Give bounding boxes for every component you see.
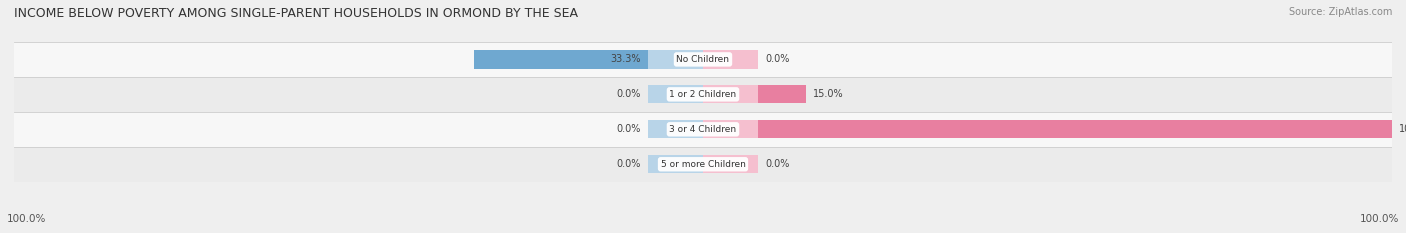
Text: 1 or 2 Children: 1 or 2 Children [669, 90, 737, 99]
Bar [474, 50, 648, 69]
Bar [703, 120, 758, 138]
Bar [14, 77, 1392, 112]
Bar [703, 50, 758, 69]
Text: 0.0%: 0.0% [617, 159, 641, 169]
Text: 100.0%: 100.0% [1360, 214, 1399, 224]
Text: 0.0%: 0.0% [765, 159, 789, 169]
Bar [648, 50, 703, 69]
Bar [648, 155, 703, 173]
Bar [703, 85, 758, 103]
Text: 100.0%: 100.0% [7, 214, 46, 224]
Bar [648, 120, 703, 138]
Bar [14, 42, 1392, 77]
Bar [758, 85, 807, 103]
Text: INCOME BELOW POVERTY AMONG SINGLE-PARENT HOUSEHOLDS IN ORMOND BY THE SEA: INCOME BELOW POVERTY AMONG SINGLE-PARENT… [14, 7, 578, 20]
Text: 5 or more Children: 5 or more Children [661, 160, 745, 169]
Text: 15.0%: 15.0% [813, 89, 844, 99]
Bar [14, 112, 1392, 147]
Text: 0.0%: 0.0% [765, 55, 789, 64]
Text: 0.0%: 0.0% [617, 89, 641, 99]
Bar [758, 120, 1392, 138]
Text: 33.3%: 33.3% [610, 55, 641, 64]
Text: No Children: No Children [676, 55, 730, 64]
Text: 3 or 4 Children: 3 or 4 Children [669, 125, 737, 134]
Bar [703, 155, 758, 173]
Text: 100.0%: 100.0% [1399, 124, 1406, 134]
Text: 0.0%: 0.0% [617, 124, 641, 134]
Bar [648, 85, 703, 103]
Text: Source: ZipAtlas.com: Source: ZipAtlas.com [1288, 7, 1392, 17]
Bar [14, 147, 1392, 182]
